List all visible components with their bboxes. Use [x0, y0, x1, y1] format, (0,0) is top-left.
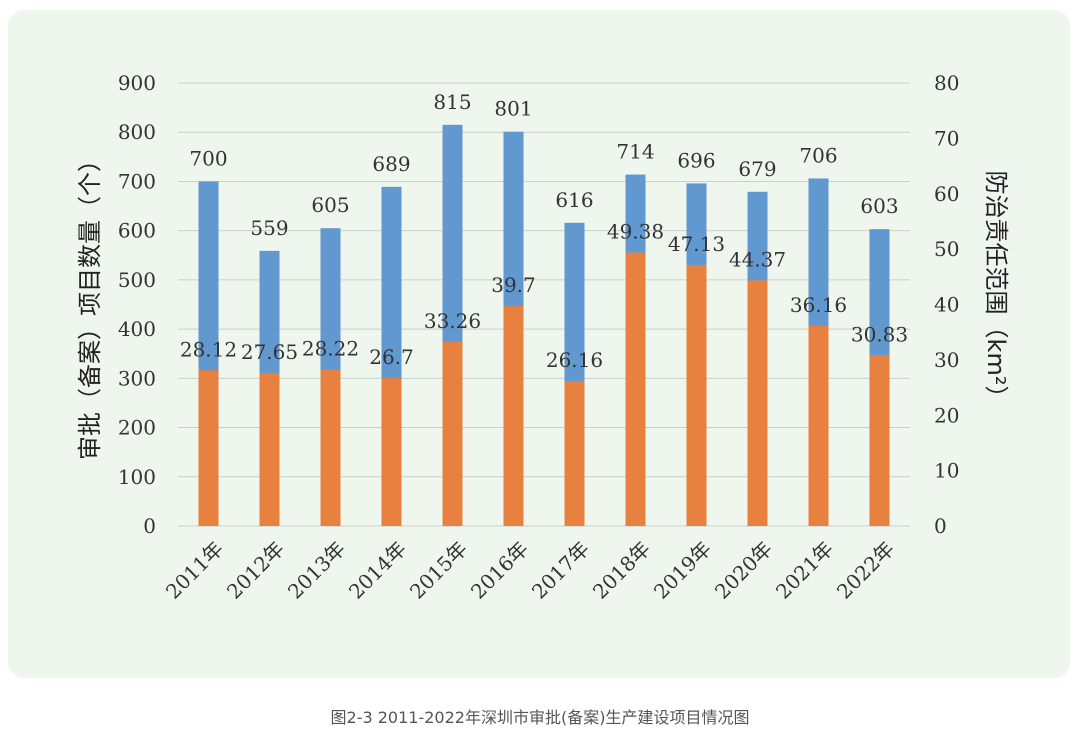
category-tick-label: 2012年	[222, 537, 289, 604]
bar-responsibility-area	[625, 252, 646, 527]
bar-responsibility-area	[808, 325, 829, 526]
category-tick-label: 2020年	[710, 537, 777, 604]
left-tick-label: 200	[118, 416, 156, 440]
bar-responsibility-area	[320, 369, 341, 526]
area-data-label: 39.7	[491, 273, 536, 297]
gridlines	[178, 82, 910, 527]
count-data-label: 801	[494, 97, 532, 121]
count-data-label: 815	[433, 90, 471, 114]
area-data-label: 44.37	[729, 247, 786, 271]
left-tick-label: 600	[118, 219, 156, 243]
data-labels: 700 28.12 559 27.65 605 28.22 689 26.7 815 33.26 8…	[180, 90, 908, 372]
left-tick-label: 100	[118, 465, 156, 489]
right-tick-label: 70	[934, 126, 959, 150]
category-tick-label: 2016年	[466, 537, 533, 604]
right-tick-label: 30	[934, 348, 959, 372]
category-tick-label: 2017年	[527, 537, 594, 604]
right-tick-label: 60	[934, 182, 959, 206]
category-tick-label: 2021年	[771, 537, 838, 604]
chart-card	[8, 10, 1070, 678]
count-data-label: 559	[250, 216, 288, 240]
count-data-label: 616	[555, 188, 593, 212]
left-tick-label: 400	[118, 317, 156, 341]
left-tick-label: 700	[118, 169, 156, 193]
right-axis-title: 防治责任范围（km²）	[982, 171, 1010, 410]
left-tick-label: 0	[143, 514, 156, 538]
right-tick-label: 10	[934, 459, 959, 483]
category-tick-label: 2018年	[588, 537, 655, 604]
area-data-label: 28.22	[302, 337, 359, 361]
right-tick-label: 80	[934, 71, 959, 95]
area-data-label: 26.16	[546, 348, 603, 372]
area-data-label: 27.65	[241, 340, 298, 364]
area-data-label: 33.26	[424, 309, 481, 333]
count-data-label: 706	[799, 143, 837, 167]
category-tick-label: 2019年	[649, 537, 716, 604]
left-tick-label: 300	[118, 366, 156, 390]
bars	[198, 124, 890, 527]
right-tick-label: 40	[934, 293, 959, 317]
left-tick-label: 800	[118, 120, 156, 144]
bar-responsibility-area	[747, 280, 768, 526]
category-tick-label: 2015年	[405, 537, 472, 604]
area-data-label: 49.38	[607, 220, 664, 244]
area-data-label: 30.83	[851, 322, 908, 346]
count-data-label: 700	[189, 146, 227, 170]
count-data-label: 689	[372, 152, 410, 176]
bar-responsibility-area	[564, 381, 585, 526]
area-data-label: 47.13	[668, 232, 725, 256]
count-data-label: 696	[677, 148, 715, 172]
bar-responsibility-area	[381, 378, 402, 526]
left-axis-title: 审批（备案）项目数量（个）	[76, 148, 104, 460]
bar-chart: 70028.1255927.6560528.2268926.781533.268…	[76, 71, 1010, 604]
count-data-label: 714	[616, 140, 654, 164]
count-data-label: 679	[738, 157, 776, 181]
area-data-label: 36.16	[790, 293, 847, 317]
area-data-label: 28.12	[180, 337, 237, 361]
left-tick-label: 900	[118, 71, 156, 95]
count-data-label: 605	[311, 193, 349, 217]
left-tick-label: 500	[118, 268, 156, 292]
area-data-label: 26.7	[369, 345, 414, 369]
bar-responsibility-area	[259, 372, 280, 526]
right-tick-label: 20	[934, 403, 959, 427]
bar-responsibility-area	[686, 265, 707, 526]
bar-responsibility-area	[503, 306, 524, 526]
right-tick-label: 0	[934, 514, 947, 538]
bar-responsibility-area	[442, 341, 463, 526]
category-tick-label: 2011年	[161, 537, 228, 604]
category-tick-label: 2013年	[283, 537, 350, 604]
bar-responsibility-area	[869, 355, 890, 526]
count-data-label: 603	[860, 194, 898, 218]
category-tick-label: 2022年	[832, 537, 899, 604]
bar-responsibility-area	[198, 370, 219, 526]
right-tick-label: 50	[934, 237, 959, 261]
figure-caption: 图2-3 2011-2022年深圳市审批(备案)生产建设项目情况图	[330, 708, 750, 727]
category-tick-label: 2014年	[344, 537, 411, 604]
